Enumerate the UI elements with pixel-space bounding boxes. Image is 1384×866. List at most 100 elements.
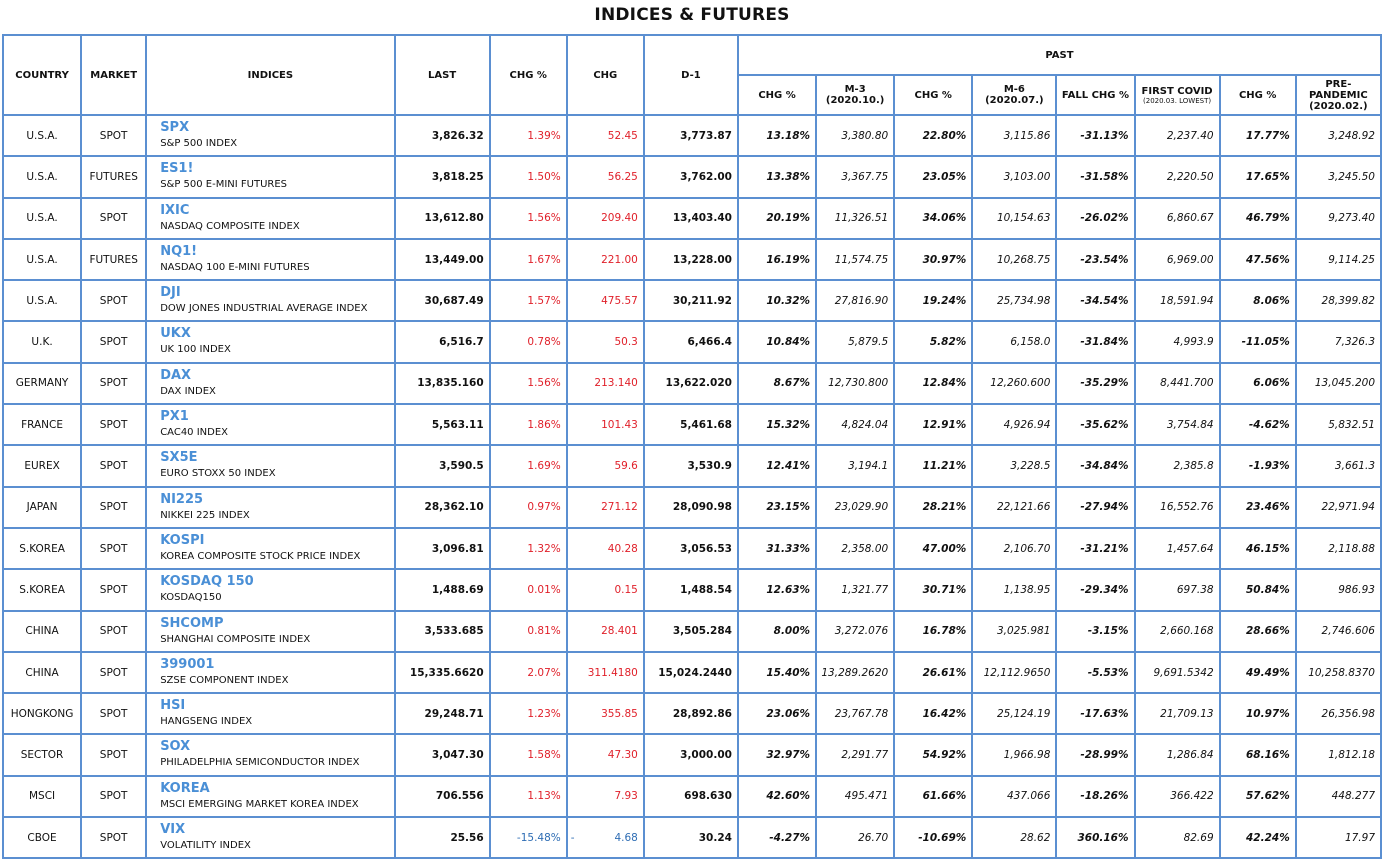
cell-index[interactable]: PX1 CAC40 INDEX <box>145 403 396 447</box>
cell-market: SPOT <box>80 692 148 736</box>
cell-index[interactable]: HSI HANGSENG INDEX <box>145 692 396 736</box>
cell-m3: 3,380.80 <box>815 113 896 158</box>
cell-index[interactable]: 399001 SZSE COMPONENT INDEX <box>145 650 396 695</box>
cell-index[interactable]: KOSPI KOREA COMPOSITE STOCK PRICE INDEX <box>145 526 396 571</box>
cell-m6: 3,025.981 <box>971 609 1058 653</box>
table-row[interactable]: S.KOREA SPOT KOSPI KOREA COMPOSITE STOCK… <box>1 526 1383 571</box>
cell-index[interactable]: DAX DAX INDEX <box>145 361 396 406</box>
index-code-link[interactable]: IXIC <box>160 202 190 218</box>
cell-index[interactable]: NQ1! NASDAQ 100 E-MINI FUTURES <box>145 237 396 282</box>
index-code-link[interactable]: KOREA <box>160 780 210 796</box>
header-m6[interactable]: M-6 (2020.07.) <box>971 74 1058 116</box>
cell-index[interactable]: SOX PHILADELPHIA SEMICONDUCTOR INDEX <box>145 733 396 777</box>
header-past-chg-2[interactable]: CHG % <box>893 74 974 116</box>
table-row[interactable]: GERMANY SPOT DAX DAX INDEX 13,835.160 1.… <box>1 361 1383 406</box>
table-row[interactable]: SECTOR SPOT SOX PHILADELPHIA SEMICONDUCT… <box>1 733 1383 777</box>
cell-fall-chg: -28.99% <box>1055 733 1136 777</box>
table-row[interactable]: CHINA SPOT 399001 SZSE COMPONENT INDEX 1… <box>1 650 1383 695</box>
cell-first-covid: 2,660.168 <box>1133 609 1221 653</box>
table-row[interactable]: U.K. SPOT UKX UK 100 INDEX 6,516.7 0.78%… <box>1 320 1383 364</box>
index-name: NASDAQ 100 E-MINI FUTURES <box>160 261 310 273</box>
header-last[interactable]: LAST <box>393 34 491 116</box>
table-row[interactable]: JAPAN SPOT NI225 NIKKEI 225 INDEX 28,362… <box>1 485 1383 529</box>
cell-m6: 25,734.98 <box>971 279 1058 323</box>
chg-value: 47.30 <box>607 749 638 762</box>
cell-fall-chg: -5.53% <box>1055 650 1136 695</box>
header-m3[interactable]: M-3 (2020.10.) <box>815 74 896 116</box>
table-row[interactable]: FRANCE SPOT PX1 CAC40 INDEX 5,563.11 1.8… <box>1 403 1383 447</box>
cell-prepandemic: 448.277 <box>1294 774 1383 819</box>
cell-last: 5,563.11 <box>393 403 491 447</box>
cell-index[interactable]: DJI DOW JONES INDUSTRIAL AVERAGE INDEX <box>145 279 396 323</box>
index-code-link[interactable]: DJI <box>160 285 181 301</box>
cell-index[interactable]: IXIC NASDAQ COMPOSITE INDEX <box>145 196 396 240</box>
index-code-link[interactable]: 399001 <box>160 656 215 672</box>
index-code-link[interactable]: ES1! <box>160 161 194 177</box>
table-row[interactable]: CHINA SPOT SHCOMP SHANGHAI COMPOSITE IND… <box>1 609 1383 653</box>
table-row[interactable]: U.S.A. FUTURES NQ1! NASDAQ 100 E-MINI FU… <box>1 237 1383 282</box>
cell-index[interactable]: SPX S&P 500 INDEX <box>145 113 396 158</box>
cell-first-covid: 6,860.67 <box>1133 196 1221 240</box>
header-prepandemic[interactable]: PRE-PANDEMIC (2020.02.) <box>1294 74 1383 116</box>
header-market[interactable]: MARKET <box>80 34 148 116</box>
cell-index[interactable]: KOSDAQ 150 KOSDAQ150 <box>145 568 396 612</box>
header-first-covid[interactable]: FIRST COVID (2020.03. LOWEST) <box>1133 74 1221 116</box>
cell-last: 13,835.160 <box>393 361 491 406</box>
cell-first-covid: 82.69 <box>1133 816 1221 860</box>
cell-country: FRANCE <box>1 403 83 447</box>
cell-d1: 15,024.2440 <box>642 650 739 695</box>
index-code-link[interactable]: SX5E <box>160 450 198 466</box>
cell-last: 25.56 <box>393 816 491 860</box>
cell-fall-chg: -17.63% <box>1055 692 1136 736</box>
header-country[interactable]: COUNTRY <box>1 34 83 116</box>
cell-m6: 2,106.70 <box>971 526 1058 571</box>
cell-m3: 495.471 <box>815 774 896 819</box>
cell-country: U.K. <box>1 320 83 364</box>
index-code-link[interactable]: NQ1! <box>160 243 198 259</box>
cell-index[interactable]: ES1! S&P 500 E-MINI FUTURES <box>145 155 396 199</box>
table-row[interactable]: EUREX SPOT SX5E EURO STOXX 50 INDEX 3,59… <box>1 444 1383 488</box>
cell-past-chg-1: 8.67% <box>736 361 818 406</box>
table-row[interactable]: U.S.A. SPOT SPX S&P 500 INDEX 3,826.32 1… <box>1 113 1383 158</box>
table-row[interactable]: HONGKONG SPOT HSI HANGSENG INDEX 29,248.… <box>1 692 1383 736</box>
table-row[interactable]: S.KOREA SPOT KOSDAQ 150 KOSDAQ150 1,488.… <box>1 568 1383 612</box>
cell-index[interactable]: SX5E EURO STOXX 50 INDEX <box>145 444 396 488</box>
cell-first-covid: 366.422 <box>1133 774 1221 819</box>
index-code-link[interactable]: KOSDAQ 150 <box>160 574 254 590</box>
index-code-link[interactable]: DAX <box>160 367 192 383</box>
header-d1[interactable]: D-1 <box>642 34 739 116</box>
cell-past-chg-2: 12.84% <box>893 361 974 406</box>
header-indices[interactable]: INDICES <box>145 34 396 116</box>
index-code-link[interactable]: VIX <box>160 822 186 838</box>
cell-index[interactable]: KOREA MSCI EMERGING MARKET KOREA INDEX <box>145 774 396 819</box>
cell-m3: 12,730.800 <box>815 361 896 406</box>
index-code-link[interactable]: SPX <box>160 120 190 135</box>
cell-m6: 28.62 <box>971 816 1058 860</box>
cell-prepandemic: 26,356.98 <box>1294 692 1383 736</box>
header-chg[interactable]: CHG <box>565 34 645 116</box>
index-code-link[interactable]: UKX <box>160 326 191 342</box>
table-row[interactable]: MSCI SPOT KOREA MSCI EMERGING MARKET KOR… <box>1 774 1383 819</box>
cell-index[interactable]: VIX VOLATILITY INDEX <box>145 816 396 860</box>
cell-fall-chg: -18.26% <box>1055 774 1136 819</box>
cell-index[interactable]: UKX UK 100 INDEX <box>145 320 396 364</box>
table-row[interactable]: U.S.A. FUTURES ES1! S&P 500 E-MINI FUTUR… <box>1 155 1383 199</box>
index-code-link[interactable]: SOX <box>160 739 191 755</box>
cell-past-chg-1: 15.32% <box>736 403 818 447</box>
index-code-link[interactable]: KOSPI <box>160 532 205 548</box>
cell-index[interactable]: SHCOMP SHANGHAI COMPOSITE INDEX <box>145 609 396 653</box>
header-past-chg-1[interactable]: CHG % <box>736 74 818 116</box>
table-row[interactable]: U.S.A. SPOT IXIC NASDAQ COMPOSITE INDEX … <box>1 196 1383 240</box>
index-code-link[interactable]: PX1 <box>160 409 189 425</box>
header-fall-chg[interactable]: FALL CHG % <box>1055 74 1136 116</box>
index-name: EURO STOXX 50 INDEX <box>160 468 276 480</box>
table-row[interactable]: U.S.A. SPOT DJI DOW JONES INDUSTRIAL AVE… <box>1 279 1383 323</box>
header-chg-pct[interactable]: CHG % <box>488 34 568 116</box>
chg-value: 209.40 <box>601 212 638 225</box>
header-past-chg-3[interactable]: CHG % <box>1218 74 1297 116</box>
index-code-link[interactable]: SHCOMP <box>160 615 224 631</box>
index-code-link[interactable]: HSI <box>160 698 186 714</box>
table-row[interactable]: CBOE SPOT VIX VOLATILITY INDEX 25.56 -15… <box>1 816 1383 860</box>
cell-index[interactable]: NI225 NIKKEI 225 INDEX <box>145 485 396 529</box>
index-code-link[interactable]: NI225 <box>160 491 204 507</box>
